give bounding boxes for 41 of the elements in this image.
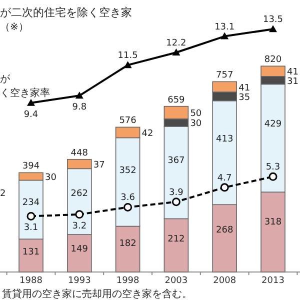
x-tick-label: 1993 — [68, 276, 91, 286]
data-label: 268 — [216, 225, 234, 236]
data-label: 50 — [190, 109, 202, 120]
data-label: 13.5 — [262, 15, 284, 26]
data-label: 37 — [93, 160, 105, 171]
text: （※） — [0, 22, 28, 33]
data-label: 429 — [264, 120, 282, 130]
text: 賃貸用の空き家に売却用の空き家を含む。 — [2, 288, 192, 300]
total-label: 448 — [70, 148, 88, 158]
data-label: 41 — [287, 68, 298, 78]
text: が二次的住宅を除く空き家 — [0, 6, 132, 19]
data-label: 4.7 — [217, 173, 232, 184]
x-tick-label: 2003 — [164, 276, 188, 286]
data-label: 367 — [168, 156, 185, 166]
data-label: 182 — [119, 239, 136, 250]
data-label: 31 — [287, 76, 298, 87]
data-label: 262 — [70, 188, 88, 199]
total-label: 394 — [22, 162, 40, 172]
data-label: 5.3 — [266, 162, 280, 173]
annotation: が — [0, 74, 11, 85]
data-label: 318 — [264, 217, 282, 228]
x-tick-label: 1998 — [116, 276, 140, 286]
annotation: 2 — [0, 189, 6, 199]
data-label: 9.4 — [24, 110, 38, 120]
data-label: 3.1 — [24, 223, 38, 234]
data-label: 131 — [22, 247, 40, 258]
data-label: 42 — [142, 128, 154, 139]
data-label: 234 — [22, 198, 40, 208]
x-tick-label: 2008 — [213, 276, 236, 286]
data-label: 149 — [70, 244, 88, 255]
data-label: 3.9 — [169, 188, 184, 198]
data-label: 30 — [45, 172, 57, 183]
data-label: 3.6 — [120, 193, 136, 204]
x-tick-label: 2013 — [262, 276, 284, 286]
data-label: 352 — [119, 166, 136, 176]
x-tick-label: 1988 — [20, 276, 43, 286]
data-label: 413 — [216, 134, 234, 145]
data-label: 212 — [168, 234, 185, 244]
data-label: 3.2 — [72, 221, 87, 232]
total-label: 576 — [119, 116, 137, 126]
data-label: 30 — [190, 119, 202, 130]
